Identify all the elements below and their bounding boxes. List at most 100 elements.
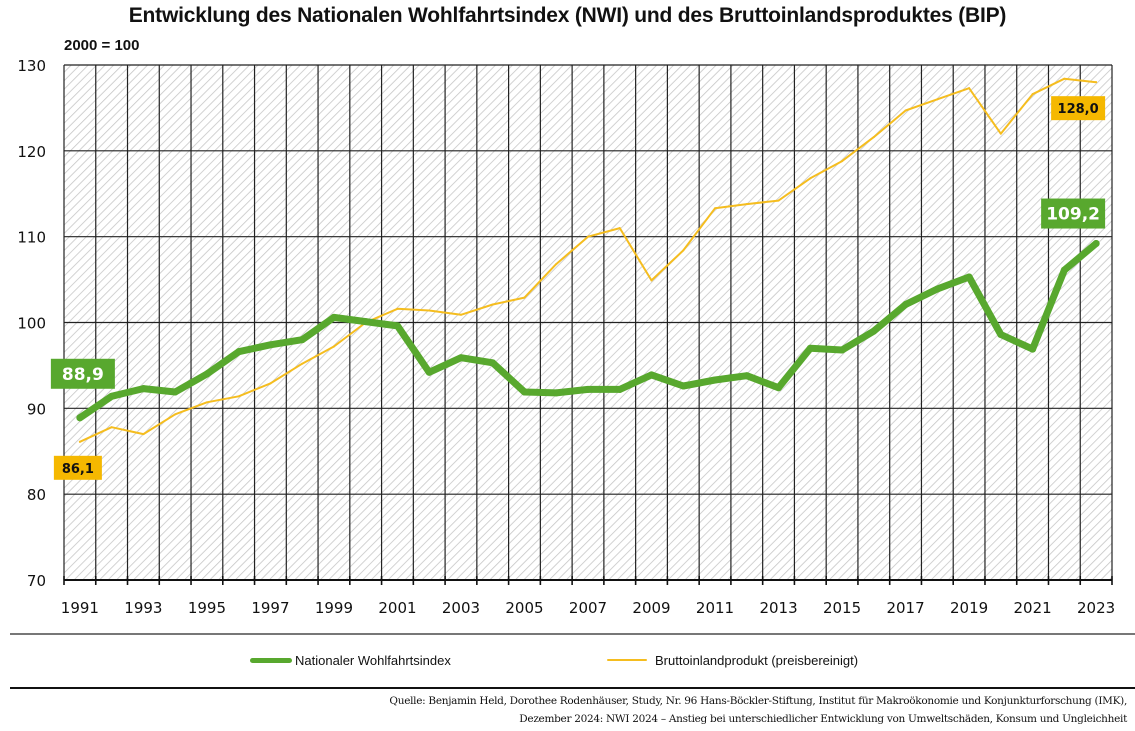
data-point-bip	[809, 177, 812, 180]
data-point-nwi	[266, 341, 274, 349]
legend-label-nwi: Nationaler Wohlfahrtsindex	[295, 652, 451, 668]
data-point-nwi	[393, 322, 401, 330]
y-tick-label: 100	[17, 315, 46, 333]
line-chart: 70 80 90 100 110 120 130 1991 1993 1995 1997 1999 2…	[17, 57, 1115, 617]
x-tick-label: 2013	[759, 599, 797, 617]
data-point-bip	[841, 160, 844, 163]
data-point-nwi	[552, 389, 560, 397]
series-lines	[76, 77, 1100, 443]
data-point-nwi	[933, 285, 941, 293]
data-point-nwi	[139, 385, 147, 393]
data-point-bip	[745, 203, 748, 206]
legend-swatch-bip	[607, 659, 647, 661]
x-axis	[63, 576, 1113, 585]
chart-subtitle: 2000 = 100	[64, 37, 140, 54]
data-point-nwi	[775, 384, 783, 392]
data-point-nwi	[584, 385, 592, 393]
data-point-bip	[1031, 93, 1034, 96]
data-point-nwi	[616, 385, 624, 393]
data-point-bip	[872, 136, 875, 139]
data-point-bip	[555, 263, 558, 266]
data-label-nwi-start-bg	[50, 358, 115, 389]
data-label-bip-start-bg	[53, 455, 102, 480]
y-tick-label: 110	[17, 229, 46, 247]
data-point-bip	[174, 413, 177, 416]
data-label-nwi-start: 88,9	[62, 365, 104, 385]
divider	[10, 687, 1135, 689]
y-tick-label: 80	[27, 486, 46, 504]
data-point-bip	[904, 109, 907, 112]
divider	[10, 633, 1135, 635]
legend-item-bip: Bruttoinlandprodukt (preisbereinigt)	[607, 650, 858, 670]
data-point-nwi	[362, 318, 370, 326]
legend-label-bip: Bruttoinlandprodukt (preisbereinigt)	[655, 652, 859, 668]
data-point-nwi	[648, 371, 656, 379]
data-point-bip	[523, 296, 526, 299]
data-point-bip	[1095, 81, 1098, 84]
data-point-bip	[332, 345, 335, 348]
y-tick-labels: 70 80 90 100 110 120 130	[17, 57, 46, 590]
data-point-nwi	[1092, 240, 1100, 248]
data-point-bip	[682, 249, 685, 252]
horizontal-gridlines	[64, 64, 1112, 495]
x-tick-labels: 1991 1993 1995 1997 1999 2001 2003 2005 2007 2009…	[61, 599, 1115, 617]
legend-swatch-nwi	[250, 657, 292, 663]
data-point-bip	[618, 227, 621, 230]
data-point-nwi	[743, 372, 751, 380]
data-point-nwi	[425, 368, 433, 376]
data-point-nwi	[806, 344, 814, 352]
data-point-bip	[777, 199, 780, 202]
data-labels: 88,9 109,2 86,1 128,0	[50, 96, 1106, 480]
x-tick-label: 1997	[251, 599, 289, 617]
data-point-nwi	[679, 382, 687, 390]
x-tick-label: 1991	[61, 599, 99, 617]
data-point-bip	[142, 433, 145, 436]
data-point-nwi	[76, 414, 84, 422]
data-point-nwi	[838, 346, 846, 354]
data-point-bip	[396, 307, 399, 310]
data-point-bip	[269, 382, 272, 385]
data-point-bip	[301, 362, 304, 365]
x-tick-label: 2005	[505, 599, 543, 617]
chart-title: Entwicklung des Nationalen Wohlfahrtsind…	[128, 4, 1007, 27]
data-point-bip	[999, 132, 1002, 135]
x-tick-label: 2021	[1014, 599, 1052, 617]
data-point-nwi	[711, 376, 719, 384]
data-label-nwi-end-bg	[1041, 198, 1106, 229]
data-point-nwi	[1060, 266, 1068, 274]
source-line-1: Quelle: Benjamin Held, Dorothee Rodenhäu…	[389, 695, 1127, 707]
data-point-bip	[491, 303, 494, 306]
x-tick-label: 2007	[569, 599, 607, 617]
x-tick-label: 2003	[442, 599, 480, 617]
data-point-bip	[1063, 77, 1066, 80]
data-point-nwi	[902, 300, 910, 308]
x-tick-label: 2011	[696, 599, 734, 617]
source-note: Quelle: Benjamin Held, Dorothee Rodenhäu…	[389, 692, 1127, 728]
x-tick-label: 2015	[823, 599, 861, 617]
x-tick-label: 2019	[950, 599, 988, 617]
data-label-bip-end-bg	[1051, 96, 1106, 121]
x-tick-label: 2001	[378, 599, 416, 617]
x-tick-label: 1993	[124, 599, 162, 617]
x-tick-label: 2023	[1077, 599, 1115, 617]
y-tick-label: 130	[17, 57, 46, 75]
y-tick-label: 70	[27, 572, 46, 590]
data-point-bip	[428, 309, 431, 312]
x-tick-label: 1995	[188, 599, 226, 617]
data-point-bip	[587, 235, 589, 238]
x-tick-label: 2017	[886, 599, 924, 617]
data-point-bip	[110, 426, 113, 429]
data-point-bip	[650, 279, 653, 282]
data-point-nwi	[870, 327, 878, 335]
data-label-bip-end: 128,0	[1058, 102, 1099, 117]
data-label-bip-start: 86,1	[62, 462, 94, 477]
data-point-bip	[205, 401, 208, 404]
data-point-nwi	[489, 359, 497, 367]
x-tick-label: 1999	[315, 599, 353, 617]
data-point-nwi	[997, 331, 1005, 339]
data-point-bip	[78, 440, 81, 443]
data-point-bip	[968, 87, 971, 90]
source-line-2: Dezember 2024: NWI 2024 – Anstieg bei un…	[519, 713, 1127, 725]
data-point-nwi	[298, 336, 306, 344]
legend-item-nwi: Nationaler Wohlfahrtsindex	[250, 650, 451, 670]
